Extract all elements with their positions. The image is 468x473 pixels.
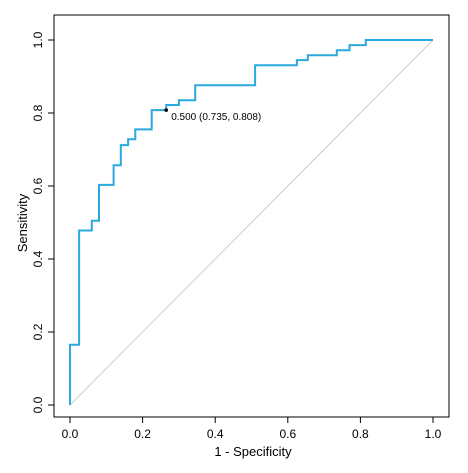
x-tick-label: 0.2 [134, 427, 151, 441]
x-tick-label: 0.4 [207, 427, 224, 441]
y-tick-label: 0.6 [31, 177, 45, 194]
y-tick-label: 1.0 [31, 31, 45, 48]
y-tick-label: 0.4 [31, 250, 45, 267]
x-axis-label: 1 - Specificity [214, 444, 292, 459]
x-tick-label: 0.8 [352, 427, 369, 441]
reference-diagonal [69, 39, 434, 406]
y-tick-label: 0.8 [31, 104, 45, 121]
plot-box [53, 14, 450, 418]
threshold-label: 0.500 (0.735, 0.808) [171, 112, 261, 123]
x-tick-label: 1.0 [425, 427, 442, 441]
x-tick-label: 0.6 [279, 427, 296, 441]
y-tick-label: 0.0 [31, 396, 45, 413]
y-axis-label: Sensitivity [15, 193, 30, 252]
x-tick-label: 0.0 [62, 427, 79, 441]
threshold-point [164, 108, 168, 112]
y-tick-label: 0.2 [31, 323, 45, 340]
